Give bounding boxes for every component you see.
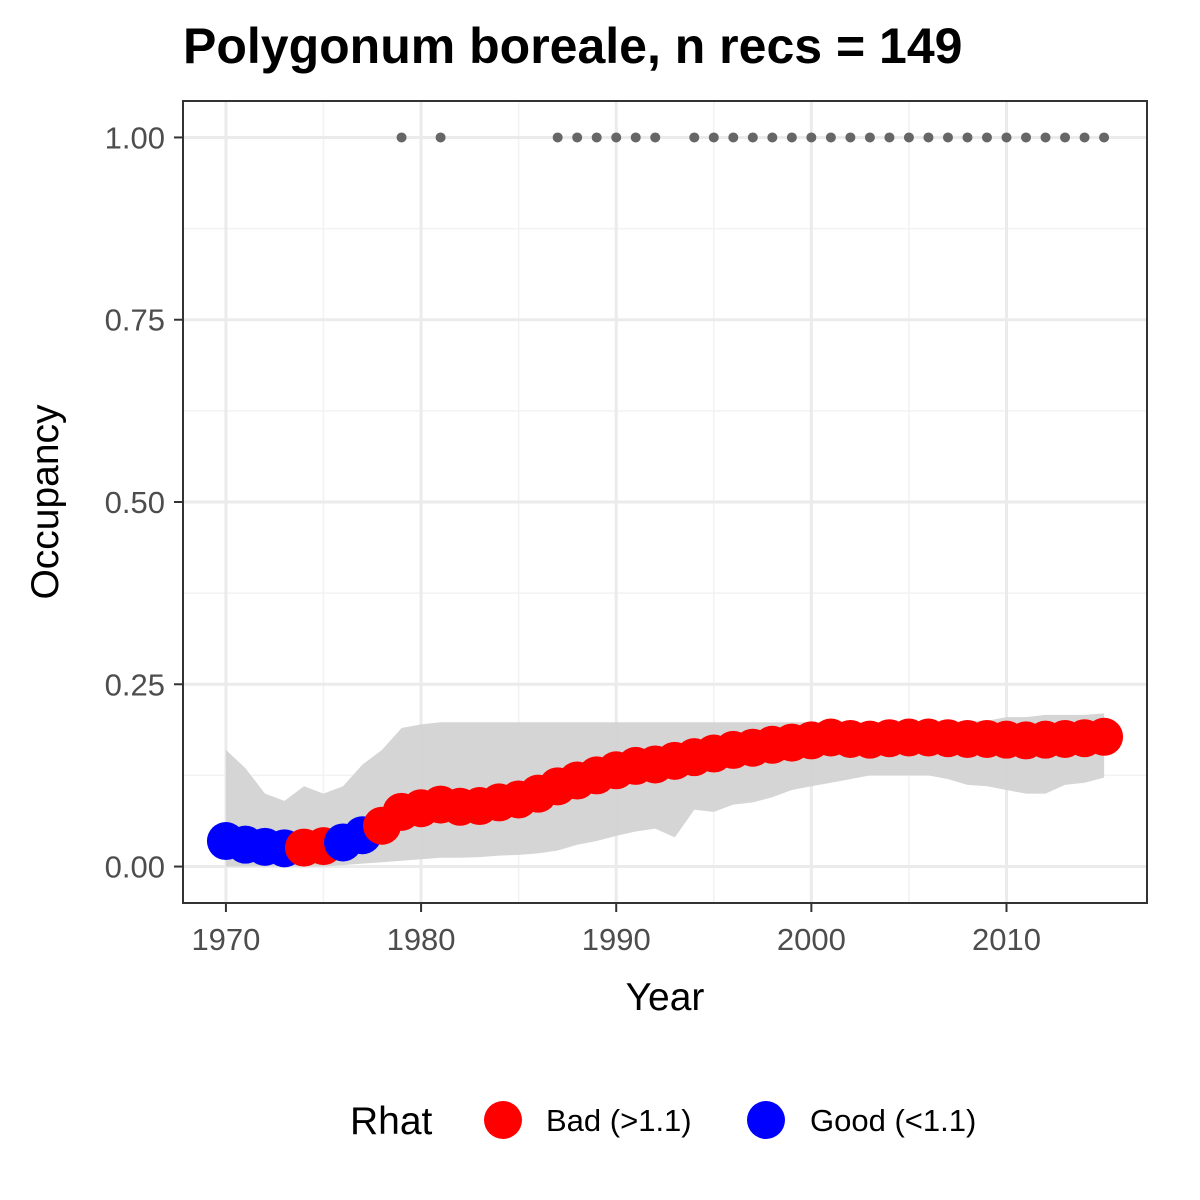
legend: Rhat Bad (>1.1) Good (<1.1) [350, 1100, 976, 1143]
y-tick-label: 0.75 [105, 303, 165, 338]
record-point [884, 132, 895, 143]
record-point [981, 132, 992, 143]
y-axis: 0.00 0.25 0.50 0.75 1.00 [105, 120, 183, 885]
record-point [1060, 132, 1071, 143]
legend-label-bad: Bad (>1.1) [546, 1103, 692, 1138]
record-point [728, 132, 739, 143]
record-point [1040, 132, 1051, 143]
record-point [1021, 132, 1032, 143]
x-tick-label: 1990 [582, 922, 651, 957]
record-point [845, 132, 856, 143]
record-point [611, 132, 622, 143]
chart-title: Polygonum boreale, n recs = 149 [183, 18, 962, 74]
points-layer [206, 717, 1124, 868]
y-tick-label: 0.50 [105, 485, 165, 520]
legend-title: Rhat [350, 1100, 433, 1143]
record-point [1079, 132, 1090, 143]
record-point [591, 132, 602, 143]
record-point [825, 132, 836, 143]
records-layer [396, 132, 1110, 143]
x-tick-label: 2010 [972, 922, 1041, 957]
record-point [396, 132, 407, 143]
y-tick-label: 0.00 [105, 850, 165, 885]
record-point [864, 132, 875, 143]
record-point [923, 132, 934, 143]
record-point [747, 132, 758, 143]
legend-key-good [747, 1101, 785, 1139]
record-point [1001, 132, 1012, 143]
record-point [903, 132, 914, 143]
record-point [552, 132, 563, 143]
point-bad [1085, 717, 1124, 756]
legend-key-bad [484, 1101, 522, 1139]
x-tick-label: 1970 [191, 922, 260, 957]
record-point [435, 132, 446, 143]
grid-lines [183, 101, 1147, 903]
record-point [806, 132, 817, 143]
record-point [786, 132, 797, 143]
x-axis: 1970 1980 1990 2000 2010 [191, 903, 1041, 957]
record-point [942, 132, 953, 143]
record-point [689, 132, 700, 143]
record-point [650, 132, 661, 143]
y-tick-label: 0.25 [105, 667, 165, 702]
x-tick-label: 1980 [387, 922, 456, 957]
x-tick-label: 2000 [777, 922, 846, 957]
y-axis-title: Occupancy [24, 404, 67, 600]
x-axis-title: Year [626, 976, 705, 1019]
record-point [630, 132, 641, 143]
y-tick-label: 1.00 [105, 120, 165, 155]
record-point [708, 132, 719, 143]
legend-label-good: Good (<1.1) [810, 1103, 976, 1138]
record-point [767, 132, 778, 143]
record-point [572, 132, 583, 143]
record-point [1099, 132, 1110, 143]
record-point [962, 132, 973, 143]
